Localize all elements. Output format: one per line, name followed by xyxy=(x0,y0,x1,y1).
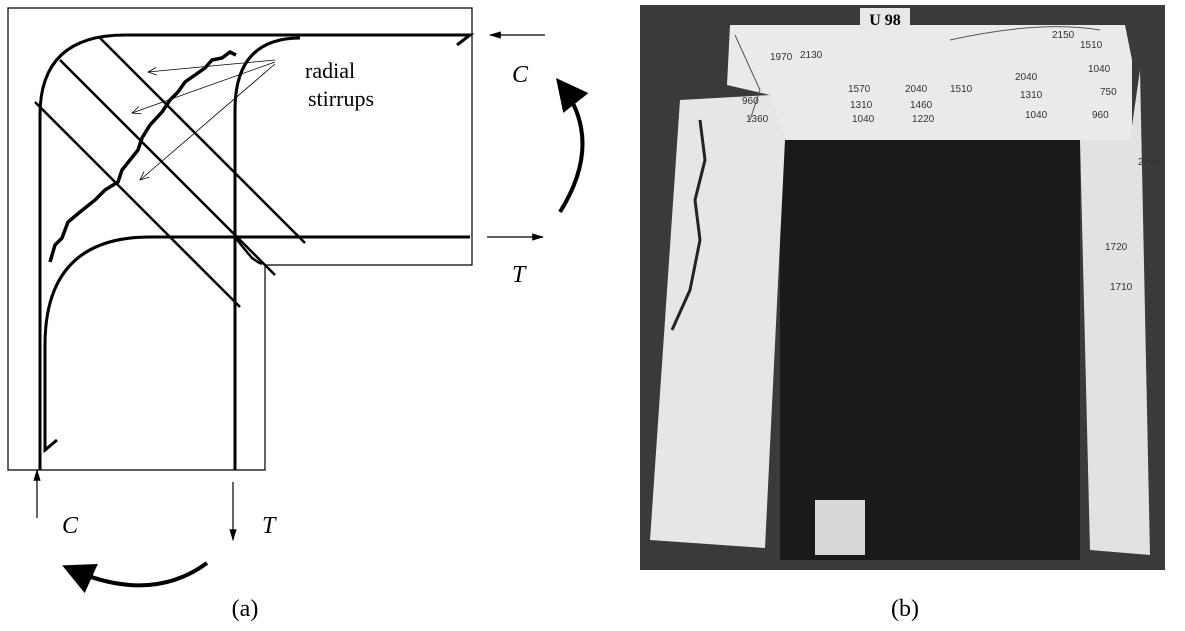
crack xyxy=(235,237,262,264)
caption: (b) xyxy=(891,596,919,622)
crack-load-label: 1310 xyxy=(1020,90,1043,101)
photo-b xyxy=(640,5,1165,570)
crack-load-label: 1710 xyxy=(1110,282,1133,293)
crack-load-label: 1970 xyxy=(770,52,793,63)
crack-load-label: 2150 xyxy=(1052,30,1075,41)
stirrup xyxy=(60,60,275,275)
crack-load-label: 1360 xyxy=(746,114,769,125)
crack-load-label: 1220 xyxy=(912,114,935,125)
crack-load-label: 750 xyxy=(1100,87,1117,98)
crack-load-label: 2040 xyxy=(1015,72,1038,83)
crack-load-label: 1310 xyxy=(850,100,873,111)
outer-bar xyxy=(40,35,470,470)
bottom-bar xyxy=(45,237,470,450)
crack-load-label: 2230 xyxy=(1138,157,1161,168)
crack-load-label: 1040 xyxy=(1088,64,1111,75)
annotation-line: stirrups xyxy=(308,86,374,111)
crack-load-label: 1040 xyxy=(852,114,875,125)
annotation-line: radial xyxy=(305,58,355,83)
force-label: T xyxy=(262,513,277,539)
force-label: T xyxy=(512,262,527,288)
force-label: C xyxy=(512,62,529,88)
crack-load-label: 960 xyxy=(742,96,759,107)
crack-load-label: 1570 xyxy=(848,84,871,95)
crack-load-label: 1720 xyxy=(1105,242,1128,253)
diagram-a xyxy=(8,8,583,585)
pointer-arrow xyxy=(140,64,275,180)
inner-bar xyxy=(235,38,300,470)
stirrup xyxy=(35,102,240,307)
caption: (a) xyxy=(232,596,259,622)
crack-load-label: 1510 xyxy=(950,84,973,95)
force-label: C xyxy=(62,513,79,539)
crack-load-label: 2040 xyxy=(905,84,928,95)
figure: radial stirrups C T C T (a) U 98 2150 151… xyxy=(0,0,1185,631)
page: radial stirrups C T C T (a) U 98 2150 151… xyxy=(0,0,1185,631)
moment-arrow xyxy=(68,563,207,585)
crack-load-label: 1460 xyxy=(910,100,933,111)
crack-load-label: 2130 xyxy=(800,50,823,61)
crack xyxy=(50,52,236,262)
crack-load-label: 1040 xyxy=(1025,110,1048,121)
crack-load-label: 960 xyxy=(1092,110,1109,121)
specimen-label: U 98 xyxy=(869,12,901,29)
crack-load-label: 1510 xyxy=(1080,40,1103,51)
moment-arrow xyxy=(560,83,583,212)
